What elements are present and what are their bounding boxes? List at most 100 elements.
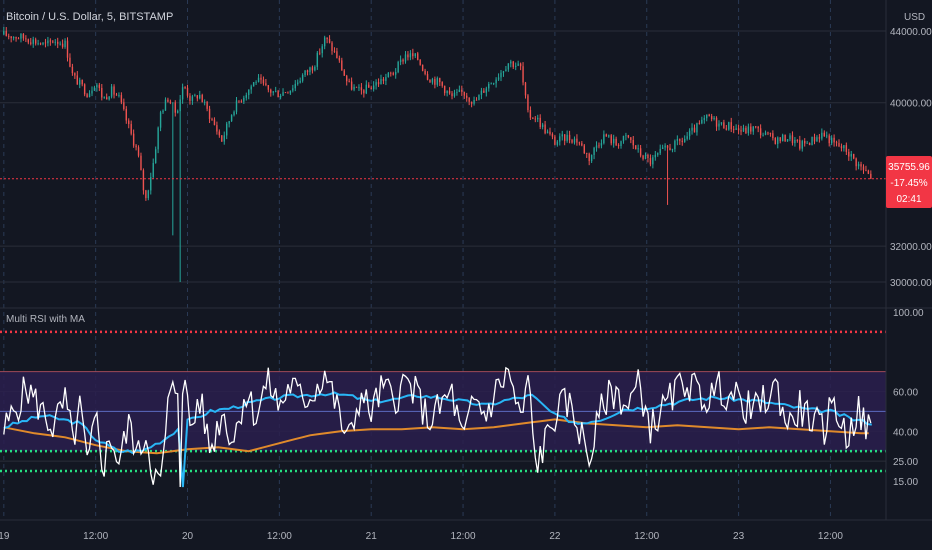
candle-body: [823, 132, 826, 137]
candle-body: [255, 81, 257, 83]
candle-body: [701, 119, 703, 124]
rsi-level-lines: [0, 330, 886, 473]
price-axis-labels[interactable]: 44000.00 40000.00 32000.00 30000.00: [890, 27, 932, 289]
candle-body: [735, 128, 737, 130]
candle-body: [431, 79, 434, 83]
candle-body: [32, 39, 34, 44]
candle-body: [103, 97, 105, 99]
candle-body: [42, 42, 44, 45]
candle-body: [419, 59, 421, 65]
candle-body: [522, 66, 524, 83]
candle-body: [507, 63, 510, 70]
candle-body: [402, 59, 404, 62]
candle-body: [350, 81, 353, 90]
candle-body: [172, 102, 174, 104]
candle-body: [404, 54, 407, 62]
candle-body: [267, 85, 270, 90]
candle-body: [177, 111, 179, 113]
candle-body: [118, 95, 120, 96]
candle-body: [414, 53, 416, 57]
candle-body: [556, 141, 559, 145]
candle-body: [240, 101, 243, 103]
candle-body: [434, 79, 436, 85]
symbol-title[interactable]: Bitcoin / U.S. Dollar, 5, BITSTAMP: [6, 11, 173, 23]
candle-body: [527, 95, 529, 111]
candle-body: [563, 134, 566, 141]
candle-body: [233, 111, 235, 116]
candle-body: [666, 145, 669, 148]
candle-body: [625, 135, 627, 137]
candle-body: [98, 84, 101, 88]
candle-body: [145, 190, 147, 199]
candle-body: [120, 95, 123, 103]
candle-body: [164, 99, 167, 111]
candle-body: [524, 82, 527, 96]
candle-body: [468, 97, 470, 102]
candle-body: [5, 31, 7, 36]
candle-body: [576, 138, 578, 143]
indicator-title[interactable]: Multi RSI with MA: [6, 314, 85, 325]
candle-body: [17, 38, 20, 40]
candle-body: [698, 123, 701, 125]
rsi-tick-label: 25.00: [893, 457, 918, 468]
candle-body: [488, 83, 490, 89]
candle-body: [515, 65, 517, 67]
candle-body: [647, 154, 649, 159]
candle-body: [517, 63, 519, 66]
rsi-pane[interactable]: [0, 330, 886, 488]
candle-body: [52, 41, 54, 43]
candle-body: [451, 93, 453, 97]
candle-body: [835, 142, 838, 144]
candle-body: [463, 91, 465, 96]
candle-body: [86, 94, 88, 98]
price-pane[interactable]: [0, 26, 886, 282]
candle-body: [649, 158, 652, 165]
candle-body: [167, 99, 169, 102]
candle-body: [304, 70, 306, 75]
candle-body: [397, 61, 399, 72]
candle-body: [37, 43, 39, 45]
candle-body: [559, 136, 561, 142]
currency-label[interactable]: USD: [904, 12, 925, 23]
candle-body: [272, 91, 274, 93]
candle-body: [774, 138, 777, 144]
candle-body: [71, 66, 74, 74]
candle-body: [113, 86, 115, 95]
time-tick-label: 12:00: [83, 531, 108, 542]
rsi-axis-labels[interactable]: 100.00 60.00 40.00 25.00 15.00: [893, 308, 924, 488]
candle-body: [407, 54, 409, 58]
candle-body: [301, 74, 304, 81]
candle-body: [181, 87, 184, 100]
candle-body: [730, 122, 732, 130]
candle-body: [755, 126, 757, 128]
candle-body: [791, 135, 794, 144]
candle-body: [201, 94, 203, 103]
price-tick-label: 30000.00: [890, 278, 932, 289]
time-axis-labels[interactable]: 19 12:00 20 12:00 21 12:00 22 12:00 23 12:00: [0, 531, 843, 542]
candle-body: [439, 78, 441, 83]
candle-body: [581, 143, 583, 146]
candle-body: [424, 70, 426, 75]
candle-body: [752, 126, 754, 132]
candle-body: [483, 90, 485, 93]
candle-body: [184, 87, 186, 89]
candle-body: [583, 145, 585, 154]
rsi-line: [3, 366, 872, 488]
candle-body: [657, 153, 659, 155]
candle-body: [346, 75, 348, 82]
candle-body: [718, 123, 720, 127]
candle-body: [343, 70, 345, 76]
candle-body: [767, 132, 769, 134]
candle-body: [750, 126, 752, 132]
candle-body: [150, 177, 152, 191]
candle-body: [456, 91, 458, 93]
candle-body: [578, 142, 581, 144]
candle-body: [551, 133, 554, 137]
candle-body: [57, 41, 59, 44]
candle-body: [306, 70, 309, 73]
candle-body: [426, 74, 429, 80]
candle-body: [664, 145, 666, 148]
candle-body: [64, 40, 66, 47]
candle-body: [245, 95, 247, 98]
